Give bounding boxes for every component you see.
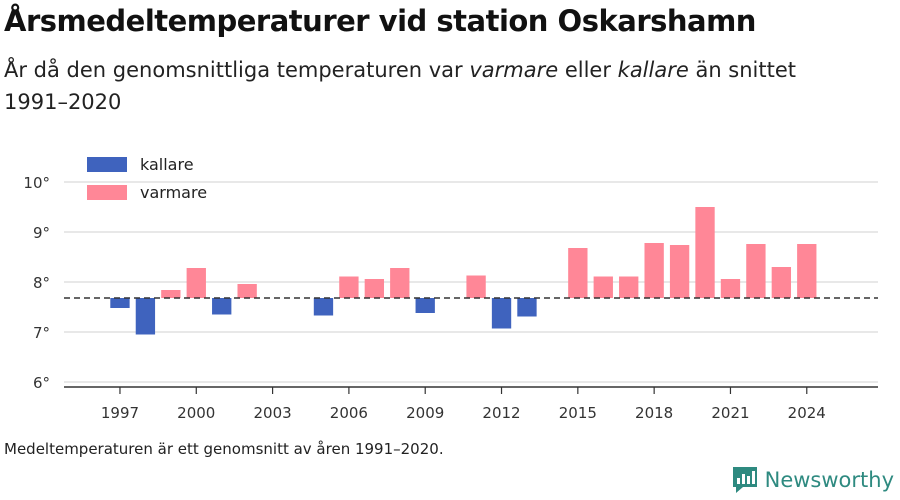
bar-warmer (619, 276, 639, 298)
x-tick-label: 2012 (482, 404, 520, 422)
bar-warmer (390, 268, 410, 298)
bar-colder (110, 298, 130, 308)
bar-warmer (695, 207, 715, 298)
x-tick-label: 1997 (101, 404, 139, 422)
x-tick-label: 2000 (177, 404, 215, 422)
bar-colder (491, 298, 512, 329)
bar-warmer (797, 244, 817, 298)
chart-subtitle: År då den genomsnittliga temperaturen va… (4, 54, 864, 118)
legend: kallare varmare (87, 155, 207, 202)
subtitle-cold-word: kallare (617, 58, 689, 82)
newsworthy-logo-icon (732, 467, 757, 493)
bar-warmer (771, 267, 792, 298)
subtitle-warm-word: varmare (469, 58, 559, 82)
bar-warmer (746, 244, 766, 298)
y-tick-label: 9° (33, 224, 50, 242)
bar-warmer (466, 275, 486, 298)
bar-colder (135, 298, 156, 335)
temperature-bar-chart: 6° 7° 8° 9° 10° 1997 2000 2003 2006 2009 2012 2015… (23, 155, 878, 422)
subtitle-text-end: än snittet 1991–2020 (4, 58, 797, 114)
bar-colder (415, 298, 435, 313)
bar-warmer (339, 276, 359, 298)
bar-warmer (237, 284, 257, 298)
x-tick-label: 2018 (635, 404, 673, 422)
x-tick-label: 2006 (330, 404, 368, 422)
footnote: Medeltemperaturen är ett genomsnitt av å… (4, 440, 444, 458)
x-tick-label: 2009 (406, 404, 444, 422)
x-tick-label: 2024 (788, 404, 826, 422)
x-tick-label: 2021 (711, 404, 749, 422)
legend-label-colder: kallare (140, 155, 194, 174)
y-tick-label: 7° (33, 324, 50, 342)
bar-colder (212, 298, 232, 315)
y-tick-label: 10° (23, 174, 50, 192)
x-tick-label: 2015 (559, 404, 597, 422)
legend-swatch-warmer (87, 185, 127, 200)
bar-warmer (568, 248, 588, 298)
subtitle-text-start: År då den genomsnittliga temperaturen va… (4, 58, 470, 82)
bar-warmer (669, 245, 690, 298)
x-axis-labels: 1997 2000 2003 2006 2009 2012 2015 2018 2021 2024 (101, 387, 826, 422)
legend-label-warmer: varmare (140, 183, 207, 202)
bar-colder (517, 298, 537, 317)
bar-colder (313, 298, 334, 316)
bar-warmer (186, 268, 206, 298)
bar-warmer (644, 243, 664, 298)
y-axis-labels: 6° 7° 8° 9° 10° (23, 174, 50, 392)
y-tick-label: 6° (33, 374, 50, 392)
newsworthy-brand-label: Newsworthy (764, 468, 894, 492)
bars (110, 207, 817, 335)
bar-warmer (161, 290, 181, 298)
newsworthy-brand[interactable]: Newsworthy (732, 466, 894, 494)
subtitle-text-middle: eller (558, 58, 618, 82)
bar-warmer (720, 279, 741, 298)
chart-title: Årsmedeltemperaturer vid station Oskarsh… (4, 4, 756, 38)
legend-swatch-colder (87, 157, 127, 172)
bar-warmer (364, 279, 385, 298)
x-tick-label: 2003 (253, 404, 291, 422)
bar-warmer (593, 276, 613, 298)
y-tick-label: 8° (33, 274, 50, 292)
